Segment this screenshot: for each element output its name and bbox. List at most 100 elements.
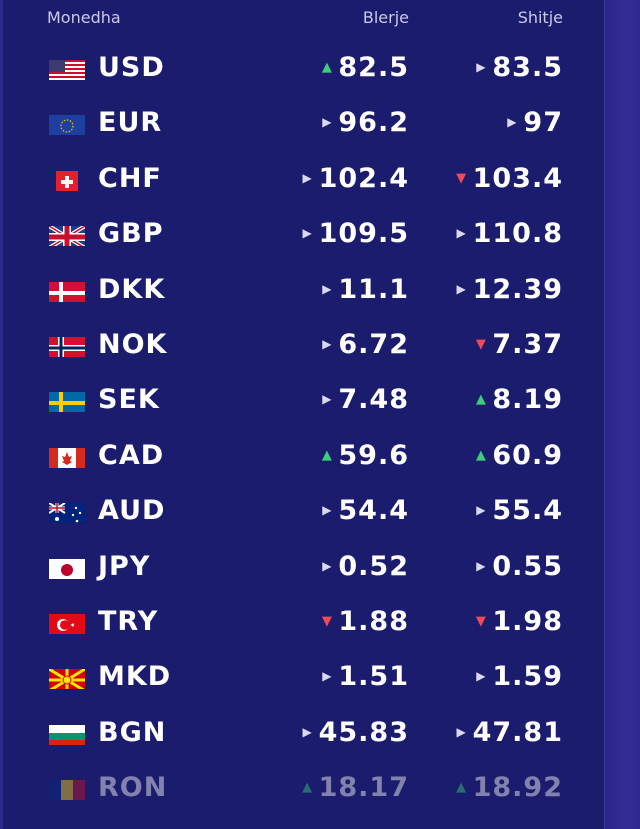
- buy-value: ▶ 96.2: [322, 107, 409, 139]
- table-row-nok: NOK ▶ 6.72 ▼ 7.37: [3, 318, 607, 373]
- currency-code: MKD: [98, 661, 172, 693]
- sweden-flag-icon: [49, 390, 85, 413]
- sell-value: ▶ 110.8: [456, 218, 563, 250]
- buy-value: ▶ 7.48: [322, 384, 409, 416]
- sell-value: ▶ 0.55: [476, 550, 563, 582]
- turkey-flag-icon: [49, 612, 85, 634]
- trend-down-icon: ▼: [321, 613, 333, 629]
- trend-flat-icon: ▶: [322, 558, 333, 573]
- trend-flat-icon: ▶: [322, 669, 333, 684]
- table-row-bgn: BGN ▶ 45.83 ▶ 47.81: [3, 706, 607, 761]
- japan-flag-icon: [49, 557, 85, 579]
- currency-code: CAD: [98, 439, 165, 471]
- buy-value: ▲ 82.5: [321, 52, 409, 83]
- bulgaria-flag-icon: [49, 723, 85, 745]
- australia-flag-icon: [49, 501, 85, 524]
- table-row-usd: USD ▲ 82.5 ▶ 83.5: [3, 41, 607, 96]
- canada-flag-icon: [49, 446, 85, 468]
- buy-value: ▲ 18.17: [302, 772, 409, 804]
- trend-flat-icon: ▶: [456, 724, 467, 739]
- sell-value: ▼ 1.98: [475, 605, 563, 637]
- table-row-mkd: MKD ▶ 1.51 ▶ 1.59: [3, 650, 607, 705]
- trend-down-icon: ▼: [456, 170, 468, 186]
- trend-flat-icon: ▶: [476, 503, 487, 518]
- currency-code: GBP: [98, 218, 164, 250]
- header-currency: Monedha: [47, 8, 121, 27]
- north-macedonia-flag-icon: [49, 667, 85, 690]
- sell-value: ▶ 47.81: [456, 716, 563, 748]
- rates-list: USD ▲ 82.5 ▶ 83.5 EUR ▶ 96.2 ▶ 97 CHF ▶ 102.4…: [3, 41, 607, 816]
- currency-code: NOK: [98, 328, 168, 360]
- trend-flat-icon: ▶: [322, 115, 333, 130]
- trend-flat-icon: ▶: [322, 336, 333, 351]
- table-row-ron: RON ▲ 18.17 ▲ 18.92: [3, 761, 607, 816]
- trend-flat-icon: ▶: [456, 226, 467, 241]
- norway-flag-icon: [49, 335, 85, 357]
- table-row-eur: EUR ▶ 96.2 ▶ 97: [3, 96, 607, 151]
- buy-value: ▶ 11.1: [322, 273, 409, 305]
- buy-value: ▲ 59.6: [321, 439, 409, 471]
- trend-flat-icon: ▶: [302, 724, 313, 739]
- buy-value: ▶ 1.51: [322, 661, 409, 693]
- sell-value: ▶ 83.5: [476, 52, 563, 83]
- trend-up-icon: ▲: [475, 447, 487, 463]
- scroll-track[interactable]: [604, 0, 640, 829]
- buy-value: ▶ 102.4: [302, 162, 409, 194]
- currency-code: EUR: [98, 107, 163, 139]
- table-row-sek: SEK ▶ 7.48 ▲ 8.19: [3, 373, 607, 428]
- denmark-flag-icon: [49, 280, 85, 302]
- table-row-jpy: JPY ▶ 0.52 ▶ 0.55: [3, 540, 607, 595]
- header-buy: Blerje: [362, 8, 409, 27]
- buy-value: ▶ 109.5: [302, 218, 409, 250]
- trend-flat-icon: ▶: [507, 115, 518, 130]
- currency-code: BGN: [98, 716, 167, 748]
- trend-flat-icon: ▶: [476, 558, 487, 573]
- currency-code: AUD: [98, 495, 166, 527]
- switzerland-flag-icon: [49, 169, 85, 191]
- trend-down-icon: ▼: [475, 336, 487, 352]
- buy-value: ▼ 1.88: [321, 605, 409, 637]
- trend-flat-icon: ▶: [476, 669, 487, 684]
- currency-code: JPY: [98, 550, 151, 582]
- buy-value: ▶ 45.83: [302, 716, 409, 748]
- table-row-cad: CAD ▲ 59.6 ▲ 60.9: [3, 429, 607, 484]
- trend-flat-icon: ▶: [322, 392, 333, 407]
- buy-value: ▶ 54.4: [322, 495, 409, 527]
- uk-flag-icon: [49, 224, 85, 247]
- romania-flag-icon: [49, 778, 85, 801]
- sell-value: ▼ 103.4: [456, 162, 563, 194]
- trend-flat-icon: ▶: [476, 60, 487, 74]
- currency-code: DKK: [98, 273, 166, 305]
- sell-value: ▼ 7.37: [475, 328, 563, 360]
- trend-up-icon: ▲: [302, 780, 314, 796]
- sell-value: ▶ 1.59: [476, 661, 563, 693]
- currency-code: TRY: [98, 605, 159, 637]
- currency-code: RON: [98, 772, 168, 804]
- buy-value: ▶ 0.52: [322, 550, 409, 582]
- exchange-rate-panel: Monedha Blerje Shitje USD ▲ 82.5 ▶ 83.5 EU…: [0, 0, 607, 829]
- trend-up-icon: ▲: [456, 780, 468, 796]
- sell-value: ▶ 55.4: [476, 495, 563, 527]
- buy-value: ▶ 6.72: [322, 328, 409, 360]
- sell-value: ▲ 60.9: [475, 439, 563, 471]
- eu-flag-icon: [49, 113, 85, 136]
- usa-flag-icon: [49, 58, 85, 80]
- trend-flat-icon: ▶: [322, 281, 333, 296]
- trend-flat-icon: ▶: [322, 503, 333, 518]
- sell-value: ▶ 97: [507, 107, 563, 139]
- trend-up-icon: ▲: [321, 447, 333, 463]
- sell-value: ▶ 12.39: [456, 273, 563, 305]
- currency-code: CHF: [98, 162, 162, 194]
- table-row-dkk: DKK ▶ 11.1 ▶ 12.39: [3, 263, 607, 318]
- trend-flat-icon: ▶: [302, 170, 313, 185]
- table-row-gbp: GBP ▶ 109.5 ▶ 110.8: [3, 207, 607, 262]
- trend-down-icon: ▼: [475, 613, 487, 629]
- table-row-try: TRY ▼ 1.88 ▼ 1.98: [3, 595, 607, 650]
- table-row-chf: CHF ▶ 102.4 ▼ 103.4: [3, 152, 607, 207]
- header-sell: Shitje: [517, 8, 563, 27]
- table-row-aud: AUD ▶ 54.4 ▶ 55.4: [3, 484, 607, 539]
- sell-value: ▲ 18.92: [456, 772, 563, 804]
- trend-up-icon: ▲: [321, 60, 333, 75]
- sell-value: ▲ 8.19: [475, 384, 563, 416]
- trend-flat-icon: ▶: [302, 226, 313, 241]
